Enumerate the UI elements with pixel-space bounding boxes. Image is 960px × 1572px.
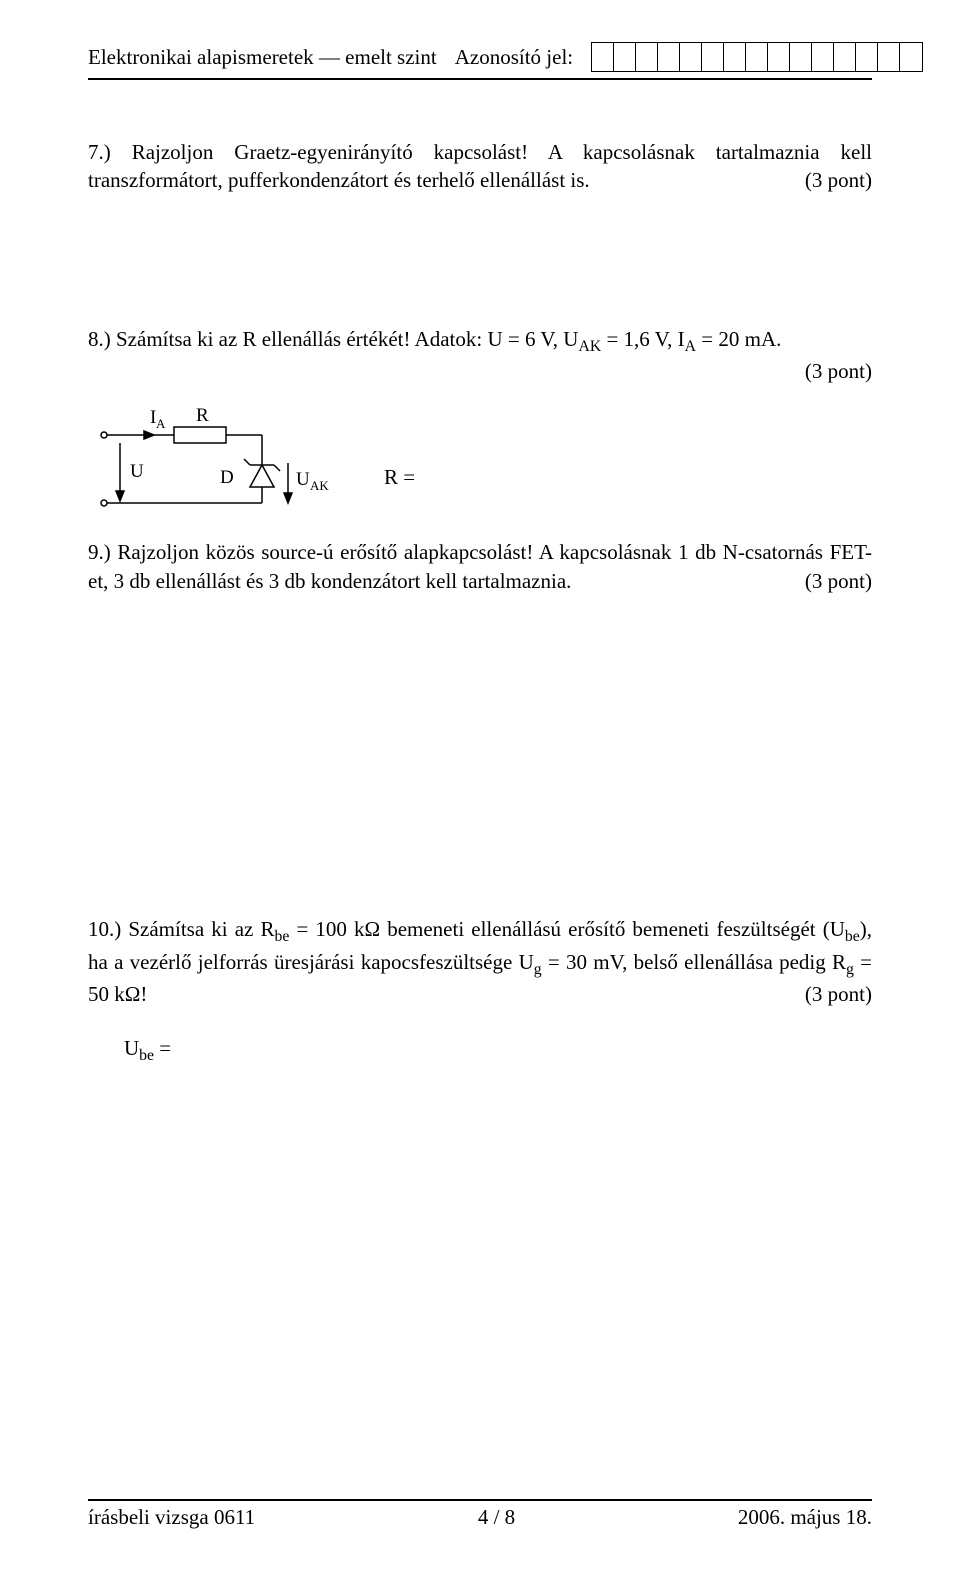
- question-9: 9.) Rajzoljon közös source-ú erősítő ala…: [88, 538, 872, 595]
- id-cell[interactable]: [856, 43, 878, 71]
- q8-text-2: = 1,6 V, I: [601, 327, 684, 351]
- q7-points: (3 pont): [805, 166, 872, 194]
- id-cell[interactable]: [834, 43, 856, 71]
- q10-answer-sub: be: [139, 1048, 154, 1065]
- svg-text:A: A: [156, 416, 166, 431]
- id-cell[interactable]: [768, 43, 790, 71]
- footer: írásbeli vizsga 0611 4 / 8 2006. május 1…: [88, 1499, 872, 1530]
- q10-s2: be: [845, 928, 860, 945]
- id-cell[interactable]: [614, 43, 636, 71]
- id-cell[interactable]: [724, 43, 746, 71]
- svg-text:AK: AK: [310, 478, 329, 493]
- question-8: 8.) Számítsa ki az R ellenállás értékét!…: [88, 325, 872, 491]
- question-10: 10.) Számítsa ki az Rbe = 100 kΩ bemenet…: [88, 915, 872, 1065]
- q10-answer: Ube =: [124, 1036, 872, 1065]
- id-cell[interactable]: [702, 43, 724, 71]
- footer-right: 2006. május 18.: [738, 1505, 872, 1530]
- q10-num: 10.): [88, 917, 121, 941]
- svg-text:U: U: [296, 469, 310, 490]
- q8-sub-ak: AK: [578, 338, 601, 355]
- q9-num: 9.): [88, 540, 111, 564]
- svg-text:U: U: [130, 461, 144, 482]
- footer-center: 4 / 8: [478, 1505, 515, 1530]
- svg-text:D: D: [220, 467, 234, 488]
- id-cell[interactable]: [592, 43, 614, 71]
- header-id-label: Azonosító jel:: [455, 45, 573, 70]
- q10-p1: Számítsa ki az R: [128, 917, 274, 941]
- q10-points: (3 pont): [805, 980, 872, 1008]
- circuit-svg: I A R U D U AK: [92, 403, 332, 521]
- footer-rule: [88, 1499, 872, 1501]
- id-cell[interactable]: [658, 43, 680, 71]
- question-7: 7.) Rajzoljon Graetz-egyenirányító kapcs…: [88, 138, 872, 195]
- q8-answer-r: R =: [384, 465, 872, 490]
- q10-answer-eq: =: [154, 1036, 171, 1060]
- id-cell[interactable]: [790, 43, 812, 71]
- id-cell[interactable]: [900, 43, 922, 71]
- q7-num: 7.): [88, 140, 111, 164]
- footer-left: írásbeli vizsga 0611: [88, 1505, 255, 1530]
- q10-p2: = 100 kΩ bemeneti ellenállású erősítő be…: [289, 917, 845, 941]
- id-cell[interactable]: [878, 43, 900, 71]
- q8-text-1: Számítsa ki az R ellenállás értékét! Ada…: [116, 327, 578, 351]
- q10-answer-u: U: [124, 1036, 139, 1060]
- id-cell[interactable]: [636, 43, 658, 71]
- q10-p4: = 30 mV, belső ellenállása pedig R: [542, 950, 846, 974]
- svg-text:R: R: [196, 405, 209, 426]
- q8-points: (3 pont): [88, 357, 872, 385]
- id-cell[interactable]: [680, 43, 702, 71]
- q9-points: (3 pont): [805, 567, 872, 595]
- id-cell[interactable]: [812, 43, 834, 71]
- q8-num: 8.): [88, 327, 111, 351]
- header-row: Elektronikai alapismeretek — emelt szint…: [88, 42, 872, 74]
- q8-text-3: = 20 mA.: [696, 327, 781, 351]
- q10-s4: g: [846, 961, 854, 978]
- q9-text: Rajzoljon közös source-ú erősítő alapkap…: [88, 540, 872, 592]
- q8-sub-a: A: [685, 338, 696, 355]
- id-cell[interactable]: [746, 43, 768, 71]
- q7-text: Rajzoljon Graetz-egyenirányító kapcsolás…: [88, 140, 872, 192]
- id-grid[interactable]: [591, 42, 923, 72]
- q10-s3: g: [534, 961, 542, 978]
- q10-s1: be: [274, 928, 289, 945]
- header-subject: Elektronikai alapismeretek — emelt szint: [88, 45, 437, 70]
